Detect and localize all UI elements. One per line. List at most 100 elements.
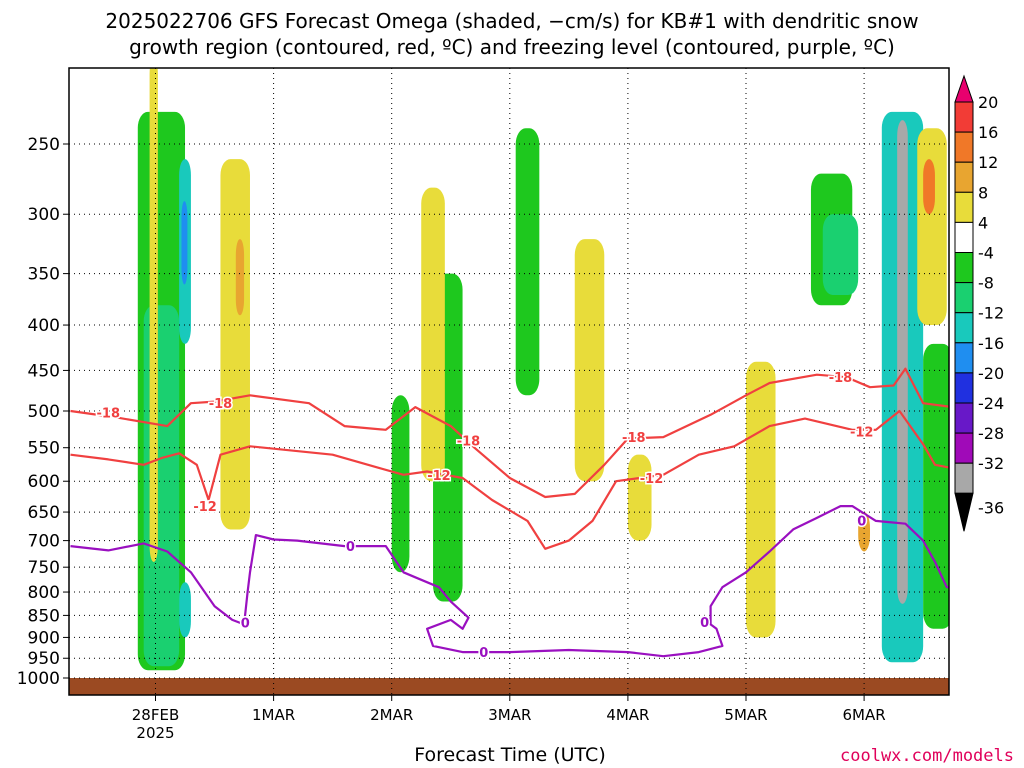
y-tick-label-750: 750	[28, 558, 60, 578]
colorbar-cap-bottom	[954, 492, 974, 532]
contour-label-0-4: -18	[829, 371, 853, 386]
colorbar-swatch-9	[954, 342, 974, 374]
omega-cell-5	[149, 68, 158, 563]
contour-label-2-0: 0	[241, 617, 250, 632]
colorbar-swatch-7	[954, 282, 974, 314]
colorbar-swatch-6	[954, 252, 974, 284]
colorbar-label-1: 16	[978, 123, 998, 142]
y-tick-label-850: 850	[28, 606, 60, 626]
omega-cell-13	[627, 454, 652, 541]
contour-dgz-18	[70, 367, 949, 499]
colorbar-swatch-4	[954, 191, 974, 223]
contour-label-0-0: -18	[97, 407, 121, 422]
grid	[69, 68, 949, 695]
y-tick-label-500: 500	[28, 402, 60, 422]
x-tick-label-3MAR: 3MAR	[488, 706, 531, 724]
colorbar-label-9: -20	[978, 364, 1004, 383]
colorbar-cap-top	[954, 74, 974, 103]
colorbar-swatch-1	[954, 101, 974, 133]
colorbar-label-13: -36	[978, 498, 1004, 517]
y-tick-label-700: 700	[28, 532, 60, 552]
colorbar-label-7: -12	[978, 304, 1004, 323]
colorbar-swatch-10	[954, 372, 974, 404]
omega-cell-17	[858, 512, 871, 552]
contour-label-1-1: -12	[427, 469, 451, 484]
omega-cell-16	[822, 214, 859, 296]
contour-label-0-2: -18	[457, 435, 481, 450]
y-tick-label-600: 600	[28, 472, 60, 492]
contour-label-1-0: -12	[193, 500, 217, 515]
colorbar-label-4: 4	[978, 213, 988, 232]
chart-title-line-2: growth region (contoured, red, ºC) and f…	[129, 35, 895, 59]
colorbar-legend: 20 16 12 8 4 -4 -8 -12 -16 -20 -24 -28 -32 -36	[954, 74, 1004, 532]
omega-cell-3	[181, 201, 188, 285]
y-tick-label-400: 400	[28, 316, 60, 336]
colorbar-label-2: 12	[978, 153, 998, 172]
colorbar-label-11: -28	[978, 424, 1004, 443]
y-tick-label-900: 900	[28, 628, 60, 648]
x-tick-label-4MAR: 4MAR	[606, 706, 649, 724]
omega-cell-11	[515, 128, 540, 396]
x-tick-label-2MAR: 2MAR	[370, 706, 413, 724]
colorbar-swatch-12	[954, 432, 974, 464]
source-credit: coolwx.com/models	[840, 746, 1014, 766]
omega-cell-20	[917, 128, 947, 326]
omega-cell-14	[746, 361, 776, 638]
y-tick-label-300: 300	[28, 205, 60, 225]
x-tick-label-6MAR: 6MAR	[843, 706, 886, 724]
x-tick-label-5MAR: 5MAR	[724, 706, 767, 724]
omega-cell-12	[574, 239, 605, 482]
x-axis-title: Forecast Time (UTC)	[414, 744, 606, 766]
colorbar-swatch-5	[954, 221, 974, 253]
omega-cell-7	[235, 239, 245, 316]
contour-freezing-0	[70, 505, 949, 658]
omega-shading	[137, 68, 949, 671]
colorbar-label-6: -8	[978, 274, 994, 293]
colorbar-swatch-2	[954, 131, 974, 163]
x-tick-label-28FEB: 28FEB	[132, 706, 179, 724]
omega-cell-19	[897, 120, 908, 604]
x-tick-sublabel-28FEB: 2025	[136, 724, 174, 742]
contour-label-2-4: 0	[857, 514, 866, 529]
plot-frame	[68, 67, 950, 696]
contour-lines: -18 -18 -18 -18 -18 -12 -12 -12 -12 0 0 0 0 0	[70, 367, 949, 663]
colorbar-swatch-8	[954, 312, 974, 344]
contour-label-2-1: 0	[346, 540, 355, 555]
omega-cell-22	[923, 343, 949, 629]
omega-cell-10	[421, 187, 445, 482]
y-tick-label-950: 950	[28, 649, 60, 669]
omega-cell-1	[143, 305, 180, 667]
y-tick-label-250: 250	[28, 135, 60, 155]
y-axis: 2503003504004505005506006507007508008509…	[17, 135, 69, 689]
y-tick-label-550: 550	[28, 439, 60, 459]
contour-label-1-3: -12	[850, 425, 874, 440]
colorbar-label-8: -16	[978, 334, 1004, 353]
omega-cell-4	[179, 582, 191, 638]
omega-cell-8	[391, 395, 410, 573]
y-tick-label-800: 800	[28, 583, 60, 603]
colorbar-label-12: -32	[978, 454, 1004, 473]
omega-cell-21	[923, 159, 935, 215]
chart-title-line-1: 2025022706 GFS Forecast Omega (shaded, −…	[105, 9, 919, 33]
colorbar-label-0: 20	[978, 93, 998, 112]
contour-label-0-1: -18	[209, 397, 233, 412]
colorbar-swatch-13	[954, 462, 974, 494]
colorbar-label-3: 8	[978, 183, 988, 202]
colorbar-swatch-3	[954, 161, 974, 193]
ground-terrain	[69, 678, 949, 695]
contour-label-2-2: 0	[479, 646, 488, 661]
contour-label-0-3: -18	[622, 431, 646, 446]
y-tick-label-350: 350	[28, 265, 60, 285]
colorbar-label-5: -4	[978, 244, 994, 263]
contour-label-2-3: 0	[700, 616, 709, 631]
x-tick-label-1MAR: 1MAR	[252, 706, 295, 724]
contour-label-1-2: -12	[640, 472, 664, 487]
contour-dgz-12	[70, 409, 949, 550]
colorbar-swatch-11	[954, 402, 974, 434]
y-tick-label-650: 650	[28, 503, 60, 523]
colorbar-label-10: -24	[978, 394, 1004, 413]
y-tick-label-450: 450	[28, 361, 60, 381]
y-tick-label-1000: 1000	[17, 669, 60, 689]
